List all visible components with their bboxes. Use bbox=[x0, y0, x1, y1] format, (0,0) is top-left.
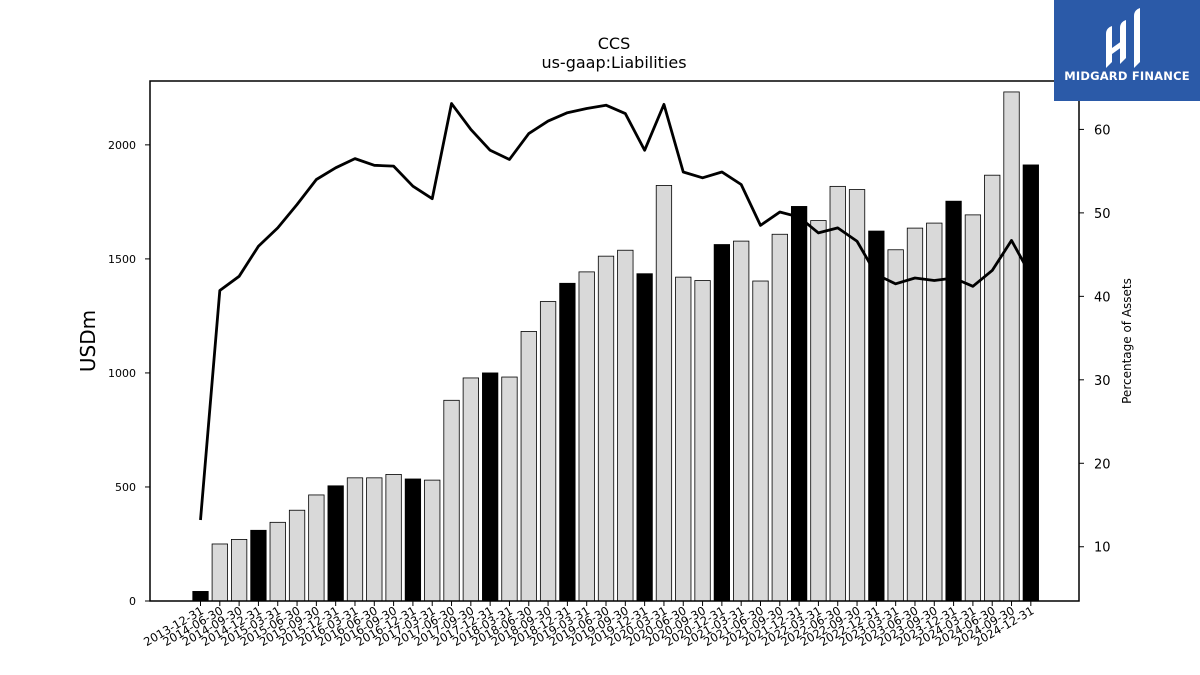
bar-2021-09-30 bbox=[771, 233, 788, 602]
chart-subtitle: us-gaap:Liabilities bbox=[541, 53, 686, 72]
midgard-finance-logo: MIDGARD FINANCE bbox=[1054, 0, 1200, 101]
y2-tick-label: 20 bbox=[1094, 457, 1111, 472]
bar-2023-06-30 bbox=[906, 227, 924, 602]
bar-2018-12-31 bbox=[559, 282, 576, 602]
bar-2024-09-30 bbox=[1003, 91, 1020, 602]
bar-2022-03-31 bbox=[810, 220, 827, 602]
bar-2017-03-31 bbox=[424, 479, 441, 602]
bar-2021-12-31 bbox=[790, 206, 808, 602]
bar-2020-06-30 bbox=[675, 276, 692, 602]
bar-2018-06-30 bbox=[520, 331, 537, 602]
bar-2022-06-30 bbox=[829, 185, 846, 602]
bar-2014-12-31 bbox=[250, 529, 267, 602]
line-layer bbox=[199, 102, 1033, 521]
bar-2020-12-31 bbox=[713, 244, 731, 602]
y-tick-label: 1500 bbox=[108, 253, 136, 266]
bar-2016-12-31 bbox=[404, 478, 422, 602]
y-axis-right: 10 20 30 40 50 60 bbox=[1079, 123, 1111, 556]
bar-2015-12-31 bbox=[327, 485, 344, 602]
plot-frame bbox=[149, 80, 1080, 602]
y2-tick-label: 40 bbox=[1094, 290, 1111, 305]
bar-2022-12-31 bbox=[868, 230, 885, 602]
bar-2024-06-30 bbox=[984, 174, 1001, 602]
y2-tick-label: 50 bbox=[1094, 207, 1111, 222]
bar-2013-12-31 bbox=[192, 591, 209, 602]
bar-2016-06-30 bbox=[366, 477, 383, 602]
bar-2016-03-31 bbox=[346, 477, 364, 602]
y-tick-label: 1000 bbox=[108, 367, 136, 380]
bar-2018-09-30 bbox=[539, 301, 557, 602]
logo-text: MIDGARD FINANCE bbox=[1064, 69, 1190, 83]
bar-2024-12-31 bbox=[1022, 164, 1039, 602]
percentage-of-assets-line bbox=[199, 102, 1033, 521]
bar-2023-03-31 bbox=[887, 249, 904, 602]
y2-tick-label: 60 bbox=[1094, 123, 1111, 138]
y-tick-label: 500 bbox=[115, 481, 136, 494]
bar-2020-09-30 bbox=[694, 280, 711, 602]
bar-2018-03-31 bbox=[501, 376, 518, 602]
bar-2020-03-31 bbox=[655, 185, 673, 602]
y-axis-left: 0 500 1000 1500 2000 bbox=[108, 139, 150, 608]
bar-2016-09-30 bbox=[385, 474, 402, 602]
y-axis-label: USDm bbox=[76, 310, 100, 372]
bar-2021-06-30 bbox=[752, 280, 769, 602]
y2-tick-label: 10 bbox=[1094, 541, 1111, 556]
bars-group bbox=[192, 91, 1039, 602]
x-axis: 2013-12-312014-06-302014-09-302014-12-31… bbox=[141, 601, 1036, 649]
bar-2024-03-31 bbox=[964, 214, 982, 602]
bar-2017-09-30 bbox=[462, 377, 479, 602]
y-tick-label: 2000 bbox=[108, 139, 136, 152]
bar-2019-12-31 bbox=[636, 273, 653, 602]
bar-2021-03-31 bbox=[733, 240, 750, 602]
bar-2019-06-30 bbox=[597, 255, 615, 602]
chart-title: CCS bbox=[598, 34, 631, 53]
y2-axis-label: Percentage of Assets bbox=[1120, 278, 1134, 404]
bar-2019-03-31 bbox=[578, 271, 595, 602]
bar-2019-09-30 bbox=[617, 249, 634, 602]
bar-2014-06-30 bbox=[211, 543, 228, 602]
bar-2015-06-30 bbox=[288, 509, 306, 602]
y-tick-label: 0 bbox=[129, 595, 136, 608]
bar-2017-06-30 bbox=[443, 399, 460, 602]
logo-mark-icon bbox=[1106, 8, 1140, 68]
bar-2023-12-31 bbox=[945, 200, 962, 602]
y2-tick-label: 30 bbox=[1094, 374, 1111, 389]
bar-2015-09-30 bbox=[308, 494, 325, 602]
bar-2014-09-30 bbox=[230, 539, 248, 602]
bar-2017-12-31 bbox=[482, 372, 499, 602]
bar-2015-03-31 bbox=[269, 521, 286, 602]
